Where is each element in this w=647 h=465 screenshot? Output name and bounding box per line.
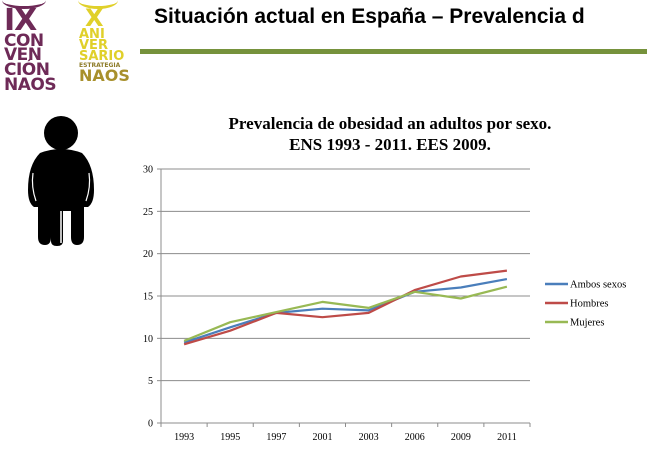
title-divider [140,49,647,54]
x-tick-label: 1995 [220,432,240,443]
logo-line: CON [4,30,44,51]
x-tick-label: 2006 [405,432,425,443]
logo-line: NAOS [79,66,130,86]
y-tick-label: 20 [143,249,153,260]
chart-subtitle-line: ENS 1993 - 2011. EES 2009. [289,135,491,154]
y-tick-label: 5 [148,376,153,387]
slide-title: Situación actual en España – Prevalencia… [154,5,585,28]
x-tick-label: 2009 [451,432,471,443]
y-tick-label: 0 [148,419,153,430]
logo-line: NAOS [4,74,57,95]
y-tick-label: 15 [143,292,153,303]
logo-line: CIÓN [4,60,50,81]
axes: 0 5 10 15 20 25 30 1993 1995 1997 2001 2003 2006 2009… [143,165,531,443]
x-tick-label: 2003 [359,432,379,443]
legend-label: Ambos sexos [570,280,626,291]
x-tick-label: 2011 [497,432,517,443]
series-line-ambos-sexos [183,278,508,344]
logo-line: SARIO [79,48,125,64]
chart-title-line: Prevalencia de obesidad an adultos por s… [228,114,552,133]
y-tick-label: 30 [143,165,153,176]
series-line-mujeres [183,285,508,342]
legend-label: Hombres [570,299,609,310]
logo-swoosh [2,0,46,9]
x-aniversario-naos-logo: X ANI VER SARIO ESTRATEGIA NAOS [79,4,130,86]
obese-person-icon [28,116,94,246]
legend: Ambos sexos Hombres Mujeres [545,280,626,329]
ix-convencion-naos-logo: IX CON VEN CIÓN NAOS [4,3,57,95]
x-tick-label: 1997 [266,432,286,443]
y-tick-label: 10 [143,334,153,345]
chart-title: Prevalencia de obesidad an adultos por s… [160,113,620,155]
logo-line: VER [79,37,108,53]
x-tick-label: 1993 [174,432,194,443]
series-line-hombres [183,269,508,346]
logo-line: IX [4,3,37,38]
logo-swoosh [78,0,118,9]
legend-label: Mujeres [570,318,604,329]
logo-line: ANI [79,26,105,42]
logo-line: X [85,4,104,32]
x-tick-label: 2001 [312,432,332,443]
logo-line: ESTRATEGIA [79,62,121,70]
series-lines [183,269,508,346]
y-tick-label: 25 [143,207,153,218]
logo-line: VEN [4,45,42,66]
